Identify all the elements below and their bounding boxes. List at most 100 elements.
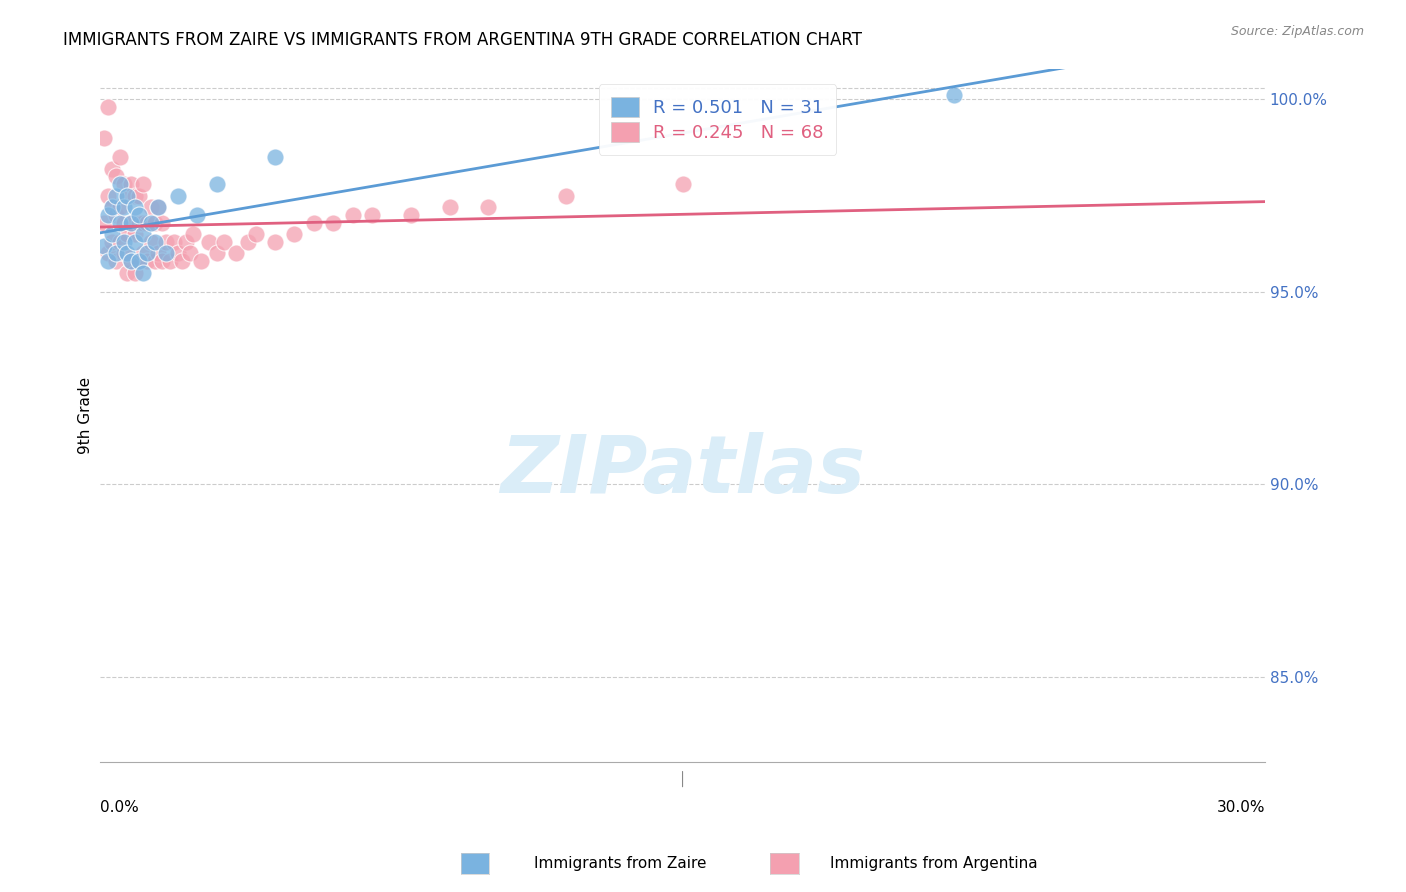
Point <box>120 177 142 191</box>
Point <box>322 216 344 230</box>
Point <box>108 235 131 249</box>
Point <box>186 208 208 222</box>
Point <box>104 169 127 184</box>
Point <box>283 227 305 241</box>
Point <box>302 216 325 230</box>
Point <box>139 200 162 214</box>
Point <box>117 188 139 202</box>
Point <box>143 235 166 249</box>
Text: ZIPatlas: ZIPatlas <box>501 432 865 509</box>
Point <box>124 200 146 214</box>
Point <box>101 200 124 214</box>
Point <box>155 246 177 260</box>
Point <box>128 254 150 268</box>
Point <box>671 177 693 191</box>
Point <box>198 235 221 249</box>
Y-axis label: 9th Grade: 9th Grade <box>79 376 93 454</box>
Point <box>361 208 384 222</box>
Point <box>166 246 188 260</box>
Point <box>555 188 578 202</box>
Point <box>245 227 267 241</box>
Point <box>135 246 157 260</box>
Point <box>132 216 155 230</box>
Text: 0.0%: 0.0% <box>100 800 139 815</box>
Point <box>124 188 146 202</box>
Text: IMMIGRANTS FROM ZAIRE VS IMMIGRANTS FROM ARGENTINA 9TH GRADE CORRELATION CHART: IMMIGRANTS FROM ZAIRE VS IMMIGRANTS FROM… <box>63 31 862 49</box>
Point <box>150 254 173 268</box>
Point <box>124 266 146 280</box>
Point <box>139 216 162 230</box>
Point <box>174 235 197 249</box>
Point <box>148 246 170 260</box>
Point <box>120 216 142 230</box>
Point <box>108 177 131 191</box>
Point <box>117 246 139 260</box>
Point <box>108 216 131 230</box>
Point <box>104 188 127 202</box>
Point <box>477 200 499 214</box>
Point <box>183 227 205 241</box>
Text: Source: ZipAtlas.com: Source: ZipAtlas.com <box>1230 25 1364 38</box>
Point <box>117 227 139 241</box>
Point <box>101 235 124 249</box>
Point <box>101 200 124 214</box>
Point <box>148 200 170 214</box>
Point <box>143 254 166 268</box>
Point <box>120 254 142 268</box>
Point <box>225 246 247 260</box>
Point <box>143 216 166 230</box>
Point <box>166 188 188 202</box>
Point <box>124 227 146 241</box>
Point <box>342 208 364 222</box>
Point <box>179 246 201 260</box>
Point <box>101 227 124 241</box>
Legend: R = 0.501   N = 31, R = 0.245   N = 68: R = 0.501 N = 31, R = 0.245 N = 68 <box>599 85 837 155</box>
Point <box>128 188 150 202</box>
Point <box>128 216 150 230</box>
Point <box>93 216 115 230</box>
Point <box>97 208 120 222</box>
Point <box>135 216 157 230</box>
Point <box>132 266 155 280</box>
Point <box>159 254 181 268</box>
Point <box>97 100 120 114</box>
Point <box>97 246 120 260</box>
Point <box>104 246 127 260</box>
Point <box>132 227 155 241</box>
Point <box>205 246 228 260</box>
Point <box>120 254 142 268</box>
Point <box>264 150 287 164</box>
Point <box>128 254 150 268</box>
Point <box>97 254 120 268</box>
Point <box>439 200 461 214</box>
Point <box>943 88 966 103</box>
Point <box>112 235 135 249</box>
Point <box>120 216 142 230</box>
Point <box>104 208 127 222</box>
Point <box>93 131 115 145</box>
Point <box>148 200 170 214</box>
Point <box>214 235 236 249</box>
Point <box>108 200 131 214</box>
Point <box>97 188 120 202</box>
Point <box>150 216 173 230</box>
Text: Immigrants from Zaire: Immigrants from Zaire <box>534 856 707 871</box>
Point <box>132 246 155 260</box>
Point <box>205 177 228 191</box>
Point <box>170 254 193 268</box>
Point <box>117 188 139 202</box>
Point <box>112 177 135 191</box>
Point <box>104 254 127 268</box>
Point <box>117 266 139 280</box>
Point <box>112 200 135 214</box>
Point <box>264 235 287 249</box>
Point <box>101 161 124 176</box>
Point <box>124 235 146 249</box>
Point <box>132 177 155 191</box>
Point <box>128 208 150 222</box>
Point <box>108 150 131 164</box>
Text: 30.0%: 30.0% <box>1216 800 1265 815</box>
Point <box>135 254 157 268</box>
Point <box>112 216 135 230</box>
Point <box>163 235 186 249</box>
